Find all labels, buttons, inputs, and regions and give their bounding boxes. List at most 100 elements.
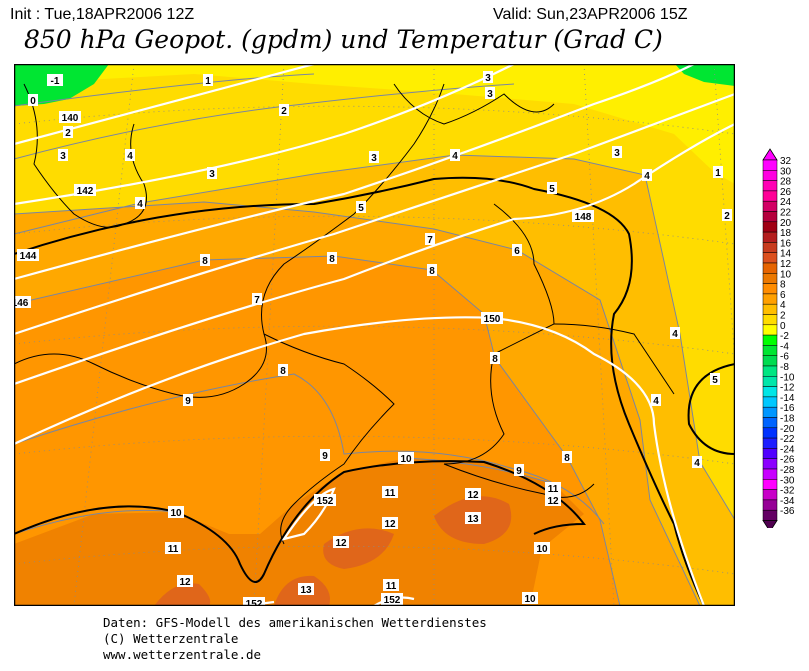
band-0-2 [14, 64, 735, 184]
svg-text:9: 9 [322, 451, 328, 462]
colorbar-label: 4 [780, 300, 786, 311]
colorbar-label: -22 [780, 434, 795, 445]
colorbar-segment [762, 427, 778, 439]
svg-text:9: 9 [185, 396, 191, 407]
svg-text:3: 3 [60, 151, 66, 162]
colorbar-segment [762, 365, 778, 377]
colorbar-segment [762, 448, 778, 459]
temperature-label: 3 [58, 149, 68, 162]
colorbar-label: -26 [780, 455, 795, 466]
temperature-label: 10 [168, 506, 184, 519]
geopotential-label: 146 [14, 296, 31, 309]
svg-text:8: 8 [329, 254, 335, 265]
colorbar-label: 16 [780, 238, 792, 249]
svg-text:3: 3 [614, 148, 620, 159]
svg-text:10: 10 [536, 544, 548, 555]
temperature-label: 0 [28, 94, 38, 107]
colorbar-label: 20 [780, 218, 792, 229]
temperature-label: 10 [522, 592, 538, 605]
colorbar-segment [762, 190, 778, 202]
svg-text:12: 12 [335, 538, 347, 549]
colorbar-segment [762, 231, 778, 243]
temperature-label: -1 [47, 74, 63, 87]
temperature-label: 8 [200, 254, 210, 267]
temperature-label: 4 [450, 149, 460, 162]
colorbar-label: 28 [780, 177, 792, 188]
svg-text:4: 4 [127, 151, 133, 162]
temperature-label: 11 [383, 579, 399, 592]
svg-text:3: 3 [487, 89, 493, 100]
svg-text:1: 1 [715, 168, 721, 179]
temperature-label: 9 [514, 464, 524, 477]
svg-text:8: 8 [202, 256, 208, 267]
svg-text:11: 11 [385, 488, 396, 499]
colorbar-segment [762, 159, 778, 171]
colorbar-segment [762, 417, 778, 429]
colorbar-segment [762, 180, 778, 192]
svg-text:10: 10 [170, 508, 182, 519]
svg-text:11: 11 [386, 581, 397, 592]
temperature-label: 4 [642, 169, 652, 182]
svg-text:2: 2 [65, 128, 71, 139]
temperature-label: 13 [298, 583, 314, 596]
colorbar-segment [762, 396, 778, 408]
temperature-colorbar: 32302826242220181614121086420-2-4-6-8-10… [762, 148, 795, 528]
temperature-label: 2 [722, 209, 732, 222]
geopotential-label: 152 [243, 597, 265, 606]
geopotential-label: 148 [572, 210, 594, 223]
temperature-label: 12 [333, 536, 349, 549]
colorbar-label: -8 [780, 362, 789, 373]
svg-text:2: 2 [281, 106, 287, 117]
colorbar-segment [762, 499, 778, 511]
colorbar-segment [762, 406, 778, 418]
colorbar-label: 14 [780, 249, 792, 260]
temperature-label: 10 [398, 452, 414, 465]
colorbar-bottom-arrow [762, 520, 778, 528]
temperature-label: 11 [382, 486, 398, 499]
colorbar-label: -12 [780, 383, 795, 394]
svg-text:150: 150 [484, 314, 501, 325]
svg-text:11: 11 [168, 544, 179, 555]
svg-text:4: 4 [137, 199, 143, 210]
borders [14, 83, 675, 545]
footer-url[interactable]: www.wetterzentrale.de [103, 647, 262, 662]
colorbar-label: 12 [780, 259, 792, 270]
svg-text:5: 5 [549, 184, 555, 195]
temperature-label: 1 [713, 166, 723, 179]
svg-text:4: 4 [672, 329, 678, 340]
svg-text:9: 9 [516, 466, 522, 477]
temperature-label: 8 [562, 451, 572, 464]
colorbar-segment [762, 273, 778, 284]
svg-text:144: 144 [20, 251, 37, 262]
colorbar-label: -36 [780, 506, 795, 517]
svg-text:12: 12 [384, 519, 396, 530]
temperature-label: 4 [135, 197, 145, 210]
colorbar-label: 32 [780, 156, 792, 167]
colorbar-label: 8 [780, 280, 786, 291]
temperature-label: 2 [279, 104, 289, 117]
svg-text:152: 152 [246, 599, 263, 606]
svg-text:3: 3 [209, 169, 215, 180]
svg-text:10: 10 [524, 594, 536, 605]
colorbar-label: -4 [780, 341, 789, 352]
temperature-label: 11 [545, 482, 561, 495]
colorbar-label: 6 [780, 290, 786, 301]
svg-text:1: 1 [205, 76, 211, 87]
colorbar-label: -30 [780, 475, 795, 486]
svg-text:8: 8 [564, 453, 570, 464]
temperature-label: 3 [207, 167, 217, 180]
temperature-label: 3 [612, 146, 622, 159]
colorbar-segment [762, 334, 778, 346]
colorbar-label: -20 [780, 424, 795, 435]
init-time: Init : Tue,18APR2006 12Z [10, 6, 195, 23]
colorbar-segment [762, 242, 778, 253]
svg-text:8: 8 [280, 366, 286, 377]
temperature-label: 9 [320, 449, 330, 462]
colorbar-segment [762, 314, 778, 326]
svg-text:13: 13 [467, 514, 479, 525]
colorbar-label: 18 [780, 228, 792, 239]
temperature-label: 6 [512, 244, 522, 257]
colorbar-segment [762, 509, 778, 521]
svg-text:12: 12 [179, 577, 191, 588]
